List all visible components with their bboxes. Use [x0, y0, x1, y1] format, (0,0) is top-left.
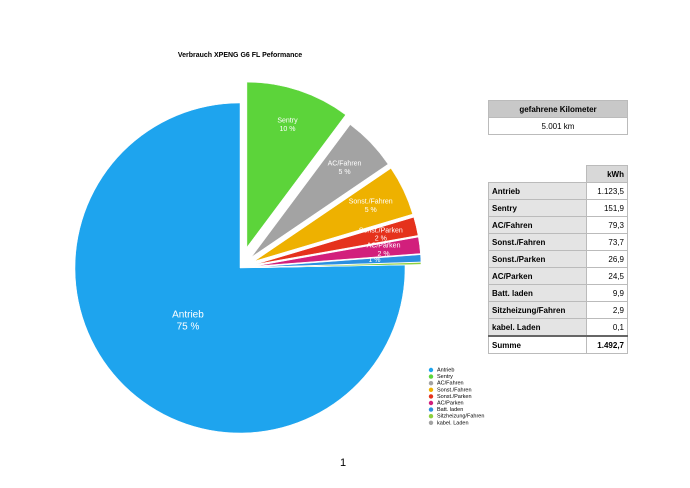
pie-slice: [255, 264, 422, 268]
legend-label: Antrieb: [437, 367, 454, 373]
kwh-row: AC/Parken 24,5: [488, 267, 629, 285]
corner: [488, 165, 587, 183]
pie-slice: [74, 102, 406, 434]
pie-slice: [255, 236, 421, 267]
kwh-label: Sonst./Parken: [488, 250, 587, 268]
pie-slice: [254, 168, 413, 262]
kwh-row: Sonst./Fahren 73,7: [488, 233, 629, 251]
total-value: 1.492,7: [585, 335, 629, 354]
pie-slice: [246, 81, 346, 248]
slice-name: Sonst./Parken: [359, 227, 403, 234]
pie-slice: [251, 124, 389, 258]
legend-label: Sonst./Fahren: [437, 387, 472, 393]
kwh-row: kabel. Laden 0,1: [488, 318, 629, 337]
slice-name: AC/Fahren: [328, 161, 362, 168]
slice-name: Sentry: [277, 118, 298, 125]
kwh-row: Antrieb 1.123,5: [488, 182, 629, 200]
slice-name: Antrieb: [172, 310, 204, 321]
kwh-row: Batt. laden 9,9: [488, 284, 629, 302]
legend-swatch: [428, 367, 434, 373]
kwh-label: Sitzheizung/Fahren: [488, 301, 587, 319]
pie-slice: [255, 216, 419, 265]
legend-label: Sentry: [437, 374, 453, 380]
kwh-label: Batt. laden: [488, 284, 587, 302]
kwh-row: AC/Fahren 79,3: [488, 216, 629, 234]
legend-label: Sitzheizung/Fahren: [437, 414, 484, 420]
legend-swatch: [428, 420, 434, 425]
kwh-label: Sonst./Fahren: [488, 233, 587, 251]
kwh-label: Sentry: [488, 199, 587, 217]
legend-label: AC/Parken: [437, 400, 464, 406]
slice-label: 75 %: [177, 322, 200, 333]
kwh-value: 24,5: [585, 267, 629, 285]
kwh-row: Sonst./Parken 26,9: [488, 250, 629, 268]
kwh-value: 1.123,5: [585, 182, 629, 200]
slice-label: 2 %: [378, 251, 390, 258]
slice-name: AC/Parken: [367, 242, 401, 249]
kwh-total: Summe 1.492,7: [488, 335, 629, 354]
kwh-value: 9,9: [585, 284, 629, 302]
legend-swatch: [428, 387, 434, 392]
legend-swatch: [428, 400, 434, 406]
kwh-value: 79,3: [585, 216, 629, 234]
slice-label: 5 %: [339, 169, 351, 176]
kwh-label: kabel. Laden: [488, 318, 587, 337]
kwh-label: Antrieb: [488, 182, 587, 200]
page-number: 1: [340, 457, 347, 469]
legend-swatch: [428, 407, 434, 412]
slice-label: 5 %: [365, 207, 377, 214]
legend-swatch: [428, 394, 434, 399]
legend-swatch: [428, 381, 434, 386]
kwh-table: kWh Antrieb 1.123,5 Sentry 151,9 AC/Fahren 79…: [488, 165, 629, 354]
legend-label: Batt. laden: [437, 407, 463, 413]
kwh-value: 151,9: [585, 199, 629, 217]
slice-name: Sonst./Fahren: [349, 199, 393, 206]
legend-label: AC/Fahren: [437, 381, 464, 387]
slice-label: 10 %: [279, 126, 295, 133]
total-label: Summe: [488, 335, 587, 354]
kwh-row: Sentry 151,9: [488, 199, 629, 217]
km-value: 5.001 km: [488, 117, 628, 135]
kwh-value: 0,1: [585, 318, 629, 337]
legend-swatch: [428, 414, 434, 419]
legend-label: Sonst./Parken: [437, 394, 472, 400]
legend-swatch: [428, 374, 434, 379]
slice-label: 1 %: [368, 257, 380, 264]
slice-label: 2 %: [375, 236, 387, 243]
kwh-value: 73,7: [585, 233, 629, 251]
kwh-label: AC/Parken: [488, 267, 587, 285]
pie-slice: [255, 254, 422, 268]
km-table: gefahrene Kilometer 5.001 km: [488, 100, 628, 135]
chart-title: Verbrauch XPENG G6 FL Peformance: [178, 52, 302, 59]
kwh-value: 2,9: [585, 301, 629, 319]
legend-label: kabel. Laden: [437, 420, 469, 426]
kwh-label: AC/Fahren: [488, 216, 587, 234]
kwh-header: kWh: [585, 165, 629, 183]
kwh-value: 26,9: [585, 250, 629, 268]
km-header: gefahrene Kilometer: [488, 100, 628, 118]
kwh-row: Sitzheizung/Fahren 2,9: [488, 301, 629, 319]
